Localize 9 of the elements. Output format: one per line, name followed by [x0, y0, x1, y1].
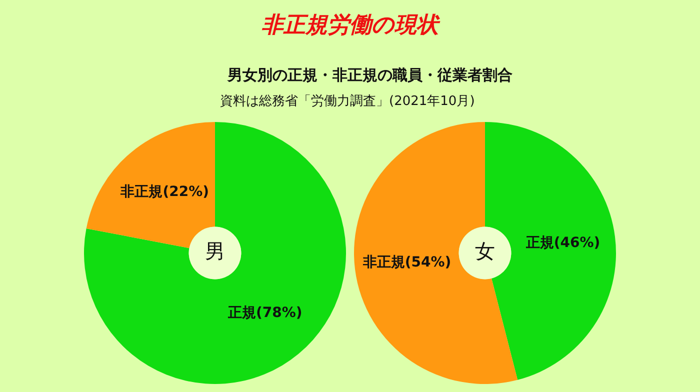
- text: 非正規労働の現状: [260, 12, 442, 40]
- text: 女: [475, 239, 495, 264]
- text: 男: [205, 239, 225, 264]
- text: 男女別の正規・非正規の職員・従業者割合: [226, 66, 514, 85]
- slice-label: 正規(78%): [226, 305, 302, 322]
- slice-label: 非正規(22%): [120, 184, 210, 200]
- text: 資料は総務省「労働力調査」(2021年10月): [220, 93, 475, 110]
- slice-label: 正規(46%): [524, 234, 600, 251]
- slice-label: 非正規(54%): [362, 254, 452, 270]
